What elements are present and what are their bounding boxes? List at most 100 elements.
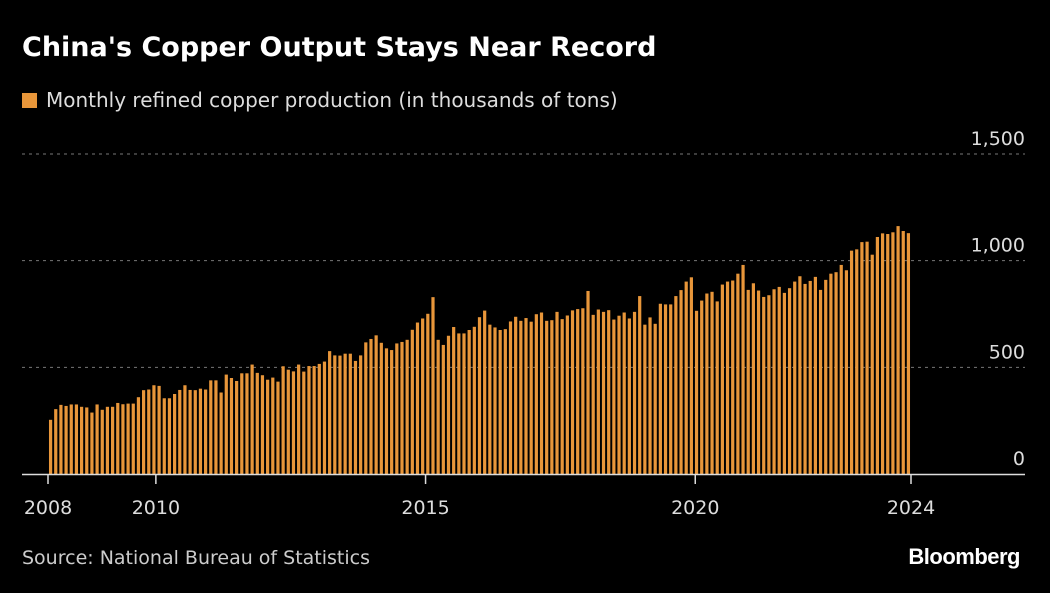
bar: [860, 242, 864, 474]
bar: [612, 319, 616, 474]
bar: [224, 374, 228, 474]
bar: [359, 355, 363, 474]
bar: [348, 353, 352, 474]
bar: [152, 385, 156, 474]
bar: [446, 335, 451, 474]
bar: [565, 315, 569, 474]
bar: [219, 392, 223, 474]
bar: [906, 233, 911, 474]
bar: [725, 281, 730, 474]
legend-swatch: [22, 92, 37, 108]
bar: [715, 301, 719, 474]
bar: [431, 297, 435, 474]
bar: [880, 233, 885, 474]
bar: [116, 402, 120, 474]
bar: [291, 371, 296, 474]
bar: [178, 389, 182, 474]
bar: [281, 366, 285, 474]
bar: [534, 314, 538, 474]
bar: [710, 291, 714, 474]
bar: [110, 406, 115, 474]
bar: [141, 390, 146, 474]
bar: [488, 324, 492, 474]
bar: [209, 380, 213, 474]
bar: [276, 381, 280, 474]
bar: [493, 327, 497, 474]
bar: [648, 317, 652, 474]
bar: [503, 329, 507, 474]
bar: [322, 361, 327, 474]
bar: [705, 293, 709, 474]
x-tick-label: 2024: [887, 497, 935, 519]
bar: [384, 348, 389, 474]
bar: [555, 311, 559, 474]
bar: [855, 249, 859, 474]
bar: [483, 310, 487, 474]
bar: [364, 342, 368, 474]
bar: [622, 312, 626, 474]
bar: [229, 378, 234, 474]
bar: [193, 390, 197, 474]
bar: [777, 286, 781, 474]
bar: [410, 329, 414, 474]
bar: [426, 313, 430, 474]
bar: [136, 397, 141, 474]
bar: [312, 366, 316, 474]
bar: [524, 318, 528, 474]
bar: [157, 385, 161, 474]
bar: [498, 330, 502, 474]
bar: [736, 273, 740, 474]
bar: [64, 405, 68, 474]
bar: [400, 341, 404, 474]
bar: [441, 344, 445, 474]
bar: [462, 333, 466, 474]
bar: [570, 310, 575, 474]
bar: [467, 330, 471, 474]
bar: [545, 320, 549, 474]
bar: [198, 388, 203, 474]
legend-label: Monthly refined copper production (in th…: [46, 88, 618, 112]
bar: [95, 404, 99, 474]
bar: [741, 264, 745, 474]
bar: [508, 321, 513, 474]
bar: [901, 231, 905, 474]
bar: [762, 296, 766, 474]
y-tick-label: 1,000: [971, 235, 1025, 257]
bar: [787, 288, 792, 474]
bar: [307, 366, 311, 474]
bar: [638, 296, 642, 474]
bar: [514, 316, 518, 474]
bar: [126, 403, 130, 474]
bar: [756, 290, 761, 474]
bar: [85, 407, 89, 474]
bar: [813, 276, 818, 474]
bar: [266, 379, 270, 474]
bar: [669, 304, 673, 474]
bar: [782, 292, 786, 474]
bar: [839, 264, 843, 474]
bar: [79, 406, 84, 474]
bar: [539, 312, 544, 474]
bar: [131, 403, 135, 474]
bar: [586, 290, 590, 474]
bar: [627, 318, 631, 474]
bar: [870, 254, 874, 474]
bar: [679, 290, 683, 474]
bar: [720, 284, 724, 474]
bar: [818, 289, 823, 474]
bar: [245, 373, 249, 474]
bar: [297, 364, 301, 474]
bar: [865, 241, 869, 474]
x-tick-label: 2015: [401, 497, 449, 519]
bar: [731, 280, 735, 474]
bar: [240, 373, 244, 474]
bar: [421, 318, 425, 474]
bar: [121, 404, 125, 474]
bar: [891, 232, 895, 474]
bar: [529, 321, 533, 474]
bar: [798, 276, 802, 474]
bar: [849, 250, 854, 474]
bar: [896, 226, 900, 474]
bar: [596, 309, 600, 474]
